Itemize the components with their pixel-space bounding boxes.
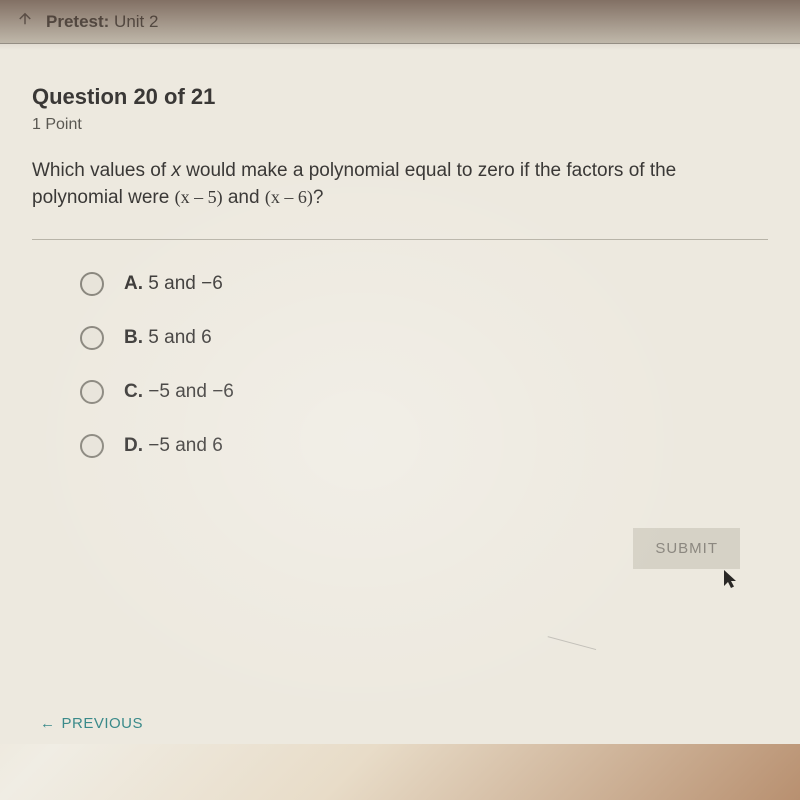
option-a[interactable]: A. 5 and −6 <box>80 272 768 296</box>
arrow-left-icon: ← <box>40 715 56 732</box>
radio-icon[interactable] <box>80 380 104 404</box>
options-list: A. 5 and −6 B. 5 and 6 C. −5 and −6 D. −… <box>32 272 768 458</box>
option-label: C. −5 and −6 <box>124 381 234 403</box>
divider <box>32 239 768 240</box>
option-b[interactable]: B. 5 and 6 <box>80 326 768 350</box>
header-bar: Pretest: Unit 2 <box>0 0 800 44</box>
back-arrow-icon[interactable] <box>16 10 34 33</box>
cursor-icon <box>722 568 740 596</box>
question-points: 1 Point <box>32 116 768 134</box>
radio-icon[interactable] <box>80 434 104 458</box>
option-label: B. 5 and 6 <box>124 327 212 349</box>
previous-button[interactable]: ← PREVIOUS <box>40 715 143 732</box>
question-text: Which values of x would make a polynomia… <box>32 158 768 211</box>
radio-icon[interactable] <box>80 272 104 296</box>
question-heading: Question 20 of 21 <box>32 84 768 110</box>
option-label: A. 5 and −6 <box>124 273 223 295</box>
submit-button[interactable]: SUBMIT <box>633 528 740 569</box>
content-area: Question 20 of 21 1 Point Which values o… <box>0 44 800 744</box>
scratch-mark <box>548 613 603 650</box>
header-title: Pretest: Unit 2 <box>46 12 158 32</box>
radio-icon[interactable] <box>80 326 104 350</box>
option-c[interactable]: C. −5 and −6 <box>80 380 768 404</box>
option-d[interactable]: D. −5 and 6 <box>80 434 768 458</box>
option-label: D. −5 and 6 <box>124 435 223 457</box>
